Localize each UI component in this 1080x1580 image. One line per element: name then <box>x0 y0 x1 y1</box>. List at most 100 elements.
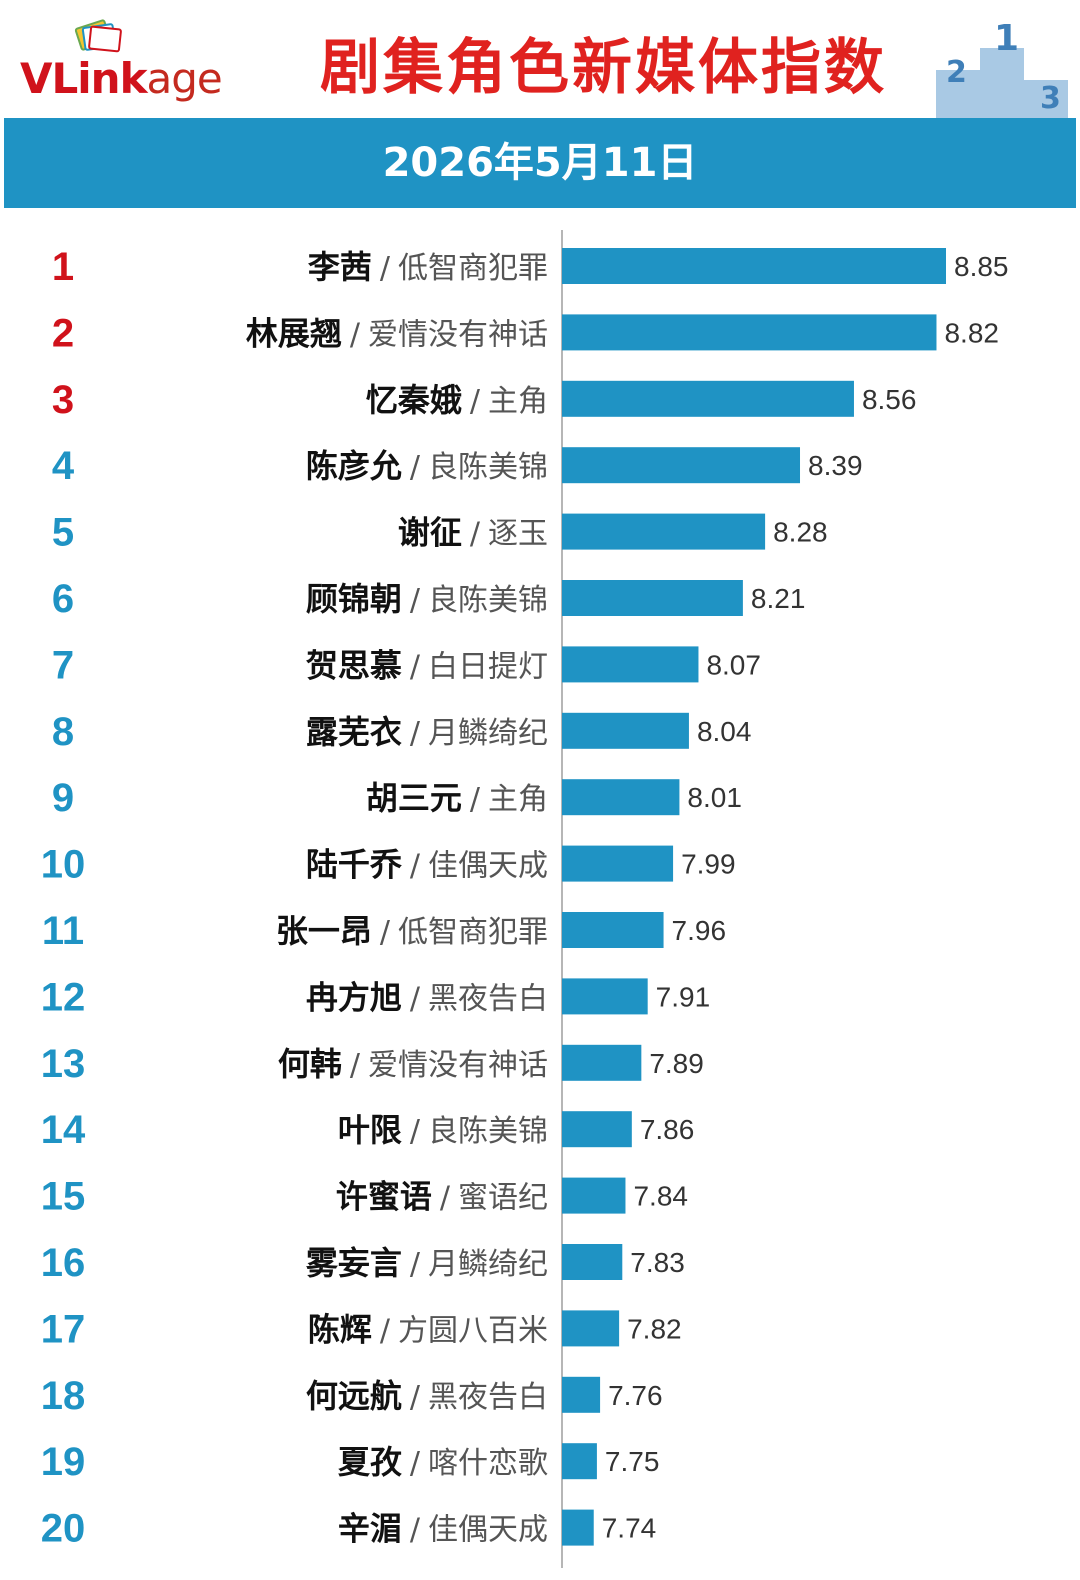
podium-number-3: 3 <box>1040 81 1061 116</box>
rank-label: 4 <box>52 444 75 488</box>
show-name-label: 月鳞绮纪 <box>428 1247 548 1282</box>
show-name-label: 主角 <box>488 384 548 419</box>
separator-label: / <box>350 1048 361 1083</box>
role-name-label: 李茜 <box>308 248 372 286</box>
role-name-label: 冉方旭 <box>306 978 402 1016</box>
role-name-label: 张一昂 <box>276 912 372 950</box>
row-label: 叶限 / 良陈美锦 <box>338 1111 548 1149</box>
show-name-label: 佳偶天成 <box>428 849 548 884</box>
separator-label: / <box>410 1380 421 1415</box>
logo-text-age: age <box>146 54 223 103</box>
chart-row-9: 9 胡三元 / 主角 8.01 <box>52 776 742 820</box>
show-name-label: 白日提灯 <box>428 649 548 684</box>
separator-label: / <box>350 317 361 352</box>
logo-cards-icon <box>74 19 122 53</box>
bar <box>562 1111 632 1148</box>
chart-row-19: 19 夏孜 / 喀什恋歌 7.75 <box>41 1440 660 1484</box>
row-label: 顾锦朝 / 良陈美锦 <box>306 580 548 618</box>
role-name-label: 忆秦娥 <box>366 381 462 419</box>
podium-number-1: 1 <box>994 18 1019 59</box>
show-name-label: 黑夜告白 <box>428 1380 548 1415</box>
row-label: 陈辉 / 方圆八百米 <box>308 1310 548 1348</box>
show-name-label: 月鳞绮纪 <box>428 716 548 751</box>
header: VLinkage 剧集角色新媒体指数 2 1 3 <box>0 0 1080 118</box>
bar <box>562 580 743 616</box>
show-name-label: 蜜语纪 <box>458 1181 548 1216</box>
value-label: 8.39 <box>808 450 863 481</box>
chart-row-3: 3 忆秦娥 / 主角 8.56 <box>52 378 917 422</box>
rank-label: 18 <box>41 1374 86 1418</box>
separator-label: / <box>380 1313 391 1348</box>
value-label: 8.56 <box>862 384 917 415</box>
role-name-label: 林展翘 <box>246 314 342 352</box>
value-label: 8.01 <box>687 782 742 813</box>
bar <box>562 1310 620 1347</box>
bar <box>562 1376 601 1413</box>
rank-label: 3 <box>52 378 74 422</box>
value-label: 8.28 <box>773 517 828 548</box>
bar <box>562 380 854 417</box>
role-name-label: 陈辉 <box>308 1310 372 1348</box>
chart-row-17: 17 陈辉 / 方圆八百米 7.82 <box>41 1307 682 1351</box>
value-label: 7.76 <box>608 1380 663 1411</box>
separator-label: / <box>410 1114 421 1149</box>
chart-row-11: 11 张一昂 / 低智商犯罪 7.96 <box>42 909 726 953</box>
value-label: 8.04 <box>697 716 752 747</box>
rank-label: 12 <box>41 975 86 1019</box>
separator-label: / <box>410 1446 421 1481</box>
role-name-label: 许蜜语 <box>336 1178 432 1216</box>
rank-label: 5 <box>52 511 74 555</box>
show-name-label: 爱情没有神话 <box>368 1048 548 1083</box>
bar <box>562 912 664 948</box>
show-name-label: 爱情没有神话 <box>368 317 548 352</box>
chart-row-1: 1 李茜 / 低智商犯罪 8.85 <box>52 245 1009 289</box>
role-name-label: 何远航 <box>306 1377 402 1415</box>
row-label: 李茜 / 低智商犯罪 <box>308 248 548 286</box>
row-label: 雾妄言 / 月鳞绮纪 <box>306 1244 548 1282</box>
value-label: 7.75 <box>605 1446 660 1477</box>
value-label: 8.82 <box>944 317 999 348</box>
row-label: 冉方旭 / 黑夜告白 <box>306 978 548 1016</box>
podium-icon: 2 1 3 <box>936 18 1068 118</box>
value-label: 7.74 <box>602 1513 657 1544</box>
role-name-label: 夏孜 <box>338 1443 403 1481</box>
value-label: 7.86 <box>640 1114 695 1145</box>
value-label: 8.07 <box>706 649 761 680</box>
separator-label: / <box>410 1247 421 1282</box>
value-label: 7.91 <box>656 981 711 1012</box>
logo-text-link: Link <box>51 54 148 103</box>
rank-label: 16 <box>41 1241 86 1285</box>
separator-label: / <box>470 782 481 817</box>
separator-label: / <box>380 251 391 286</box>
role-name-label: 雾妄言 <box>306 1244 402 1282</box>
separator-label: / <box>410 981 421 1016</box>
bar <box>562 1443 597 1480</box>
row-label: 辛湄 / 佳偶天成 <box>338 1510 548 1548</box>
bar <box>562 1044 642 1081</box>
separator-label: / <box>380 915 391 950</box>
role-name-label: 辛湄 <box>338 1510 402 1548</box>
role-name-label: 何韩 <box>278 1045 342 1083</box>
role-name-label: 贺思慕 <box>306 646 402 684</box>
chart-row-8: 8 露芜衣 / 月鳞绮纪 8.04 <box>52 710 752 754</box>
ranking-bar-chart: 1 李茜 / 低智商犯罪 8.852 林展翘 / 爱情没有神话 8.823 忆秦娥 / 主角 8.564… <box>41 230 1009 1568</box>
date-label: 2026年5月11日 <box>382 140 698 186</box>
separator-label: / <box>410 450 421 485</box>
row-label: 何韩 / 爱情没有神话 <box>278 1045 548 1083</box>
show-name-label: 良陈美锦 <box>428 450 548 485</box>
show-name-label: 低智商犯罪 <box>398 251 548 286</box>
rank-label: 8 <box>52 710 74 754</box>
role-name-label: 叶限 <box>338 1111 402 1149</box>
value-label: 7.96 <box>672 915 727 946</box>
bar <box>562 248 946 284</box>
bar <box>562 1244 623 1280</box>
chart-row-6: 6 顾锦朝 / 良陈美锦 8.21 <box>52 577 806 621</box>
separator-label: / <box>410 583 421 618</box>
bar <box>562 845 674 882</box>
show-name-label: 方圆八百米 <box>398 1313 548 1348</box>
chart-row-10: 10 陆千乔 / 佳偶天成 7.99 <box>41 843 736 887</box>
row-label: 林展翘 / 爱情没有神话 <box>246 314 548 352</box>
bar <box>562 1509 594 1546</box>
bar <box>562 1177 626 1214</box>
chart-row-4: 4 陈彦允 / 良陈美锦 8.39 <box>52 444 863 488</box>
